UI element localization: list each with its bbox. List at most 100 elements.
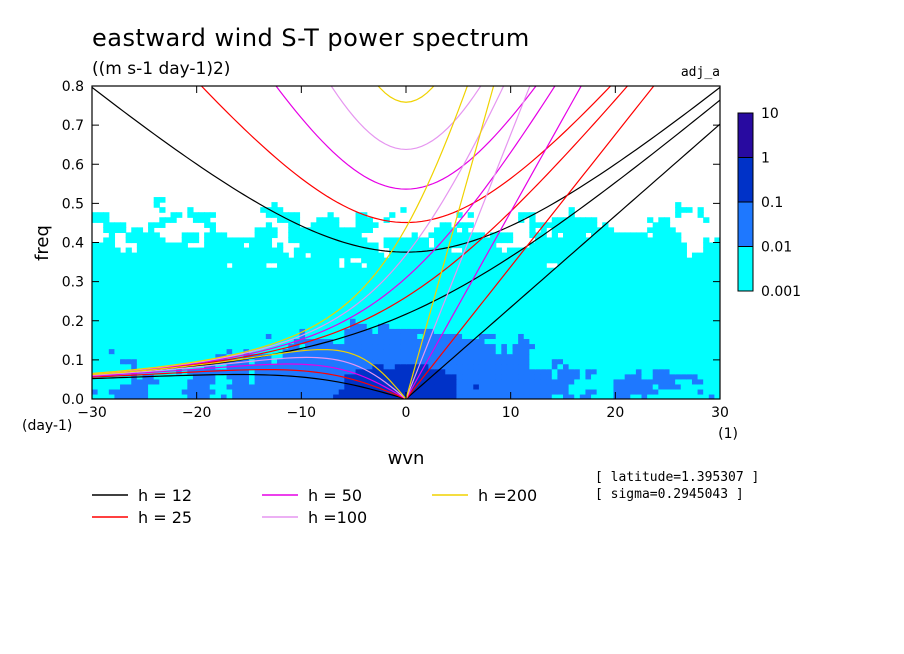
power-cell: [299, 358, 306, 365]
power-cell: [136, 323, 144, 329]
power-cell: [209, 348, 216, 355]
power-cell: [310, 393, 317, 399]
power-cell: [159, 287, 166, 294]
power-cell: [697, 277, 704, 284]
power-cell: [490, 252, 497, 259]
power-cell: [512, 267, 519, 274]
power-cell: [170, 267, 177, 274]
power-cell: [355, 217, 362, 223]
power-cell: [327, 353, 334, 360]
power-cell: [114, 287, 121, 294]
power-cell: [170, 383, 177, 390]
power-cell: [400, 308, 407, 314]
power-cell: [204, 212, 211, 218]
power-cell: [310, 292, 317, 299]
power-cell: [585, 393, 592, 399]
power-cell: [338, 308, 345, 314]
power-cell: [232, 287, 239, 294]
power-cell: [495, 277, 502, 284]
power-cell: [490, 262, 497, 269]
power-cell: [591, 368, 598, 375]
power-cell: [204, 298, 211, 304]
power-cell: [148, 298, 155, 304]
power-cell: [142, 232, 149, 239]
power-cell: [512, 287, 519, 294]
power-cell: [198, 277, 205, 284]
power-cell: [349, 383, 357, 390]
power-cell: [131, 308, 138, 314]
power-cell: [265, 298, 273, 304]
power-cell: [434, 262, 441, 269]
power-cell: [417, 308, 424, 314]
power-cell: [321, 343, 329, 350]
power-cell: [708, 328, 715, 334]
power-cell: [361, 277, 368, 284]
power-cell: [406, 378, 413, 385]
power-cell: [495, 373, 502, 380]
power-cell: [669, 348, 676, 355]
power-cell: [260, 257, 267, 264]
power-cell: [103, 252, 110, 259]
power-cell: [585, 242, 592, 249]
power-cell: [456, 363, 463, 370]
power-cell: [260, 318, 267, 324]
power-cell: [456, 338, 463, 345]
power-cell: [271, 202, 278, 208]
power-cell: [635, 323, 643, 329]
power-cell: [495, 272, 502, 279]
power-cell: [131, 353, 138, 360]
power-cell: [288, 257, 295, 264]
power-cell: [277, 333, 284, 340]
power-cell: [243, 313, 250, 319]
power-cell: [232, 393, 239, 399]
power-cell: [349, 292, 357, 299]
power-cell: [327, 308, 334, 314]
y-tick-label: 0.3: [62, 275, 84, 291]
power-cell: [293, 323, 301, 329]
power-cell: [355, 308, 362, 314]
power-cell: [164, 383, 172, 390]
power-cell: [478, 313, 486, 319]
power-cell: [366, 388, 373, 395]
power-cell: [697, 383, 704, 390]
power-cell: [445, 252, 452, 259]
power-cell: [703, 252, 710, 259]
power-cell: [591, 232, 598, 239]
power-cell: [574, 378, 581, 385]
power-cell: [630, 287, 637, 294]
power-cell: [579, 267, 587, 274]
power-cell: [316, 378, 323, 385]
power-cell: [349, 272, 357, 279]
power-cell: [478, 328, 486, 334]
mrg-curve: [92, 86, 468, 375]
power-cell: [265, 383, 273, 390]
power-cell: [445, 232, 452, 239]
power-cell: [282, 378, 289, 385]
power-cell: [450, 237, 458, 244]
power-cell: [551, 328, 558, 334]
power-cell: [97, 272, 104, 279]
power-cell: [176, 212, 183, 218]
power-cell: [254, 232, 261, 239]
power-cell: [534, 252, 542, 259]
power-cell: [209, 343, 216, 350]
power-cell: [663, 388, 671, 395]
power-cell: [92, 252, 99, 259]
power-cell: [663, 242, 671, 249]
power-cell: [647, 358, 654, 365]
power-cell: [473, 368, 480, 375]
power-cell: [495, 247, 502, 254]
power-cell: [434, 358, 441, 365]
power-cell: [439, 353, 446, 360]
power-cell: [490, 323, 497, 329]
power-cell: [153, 353, 160, 360]
power-cell: [703, 272, 710, 279]
power-cell: [669, 323, 676, 329]
power-cell: [181, 328, 188, 334]
power-cell: [164, 343, 172, 350]
power-cell: [220, 338, 228, 345]
power-cell: [551, 242, 558, 249]
power-cell: [579, 217, 587, 223]
power-cell: [254, 237, 261, 244]
power-cell: [220, 247, 228, 254]
